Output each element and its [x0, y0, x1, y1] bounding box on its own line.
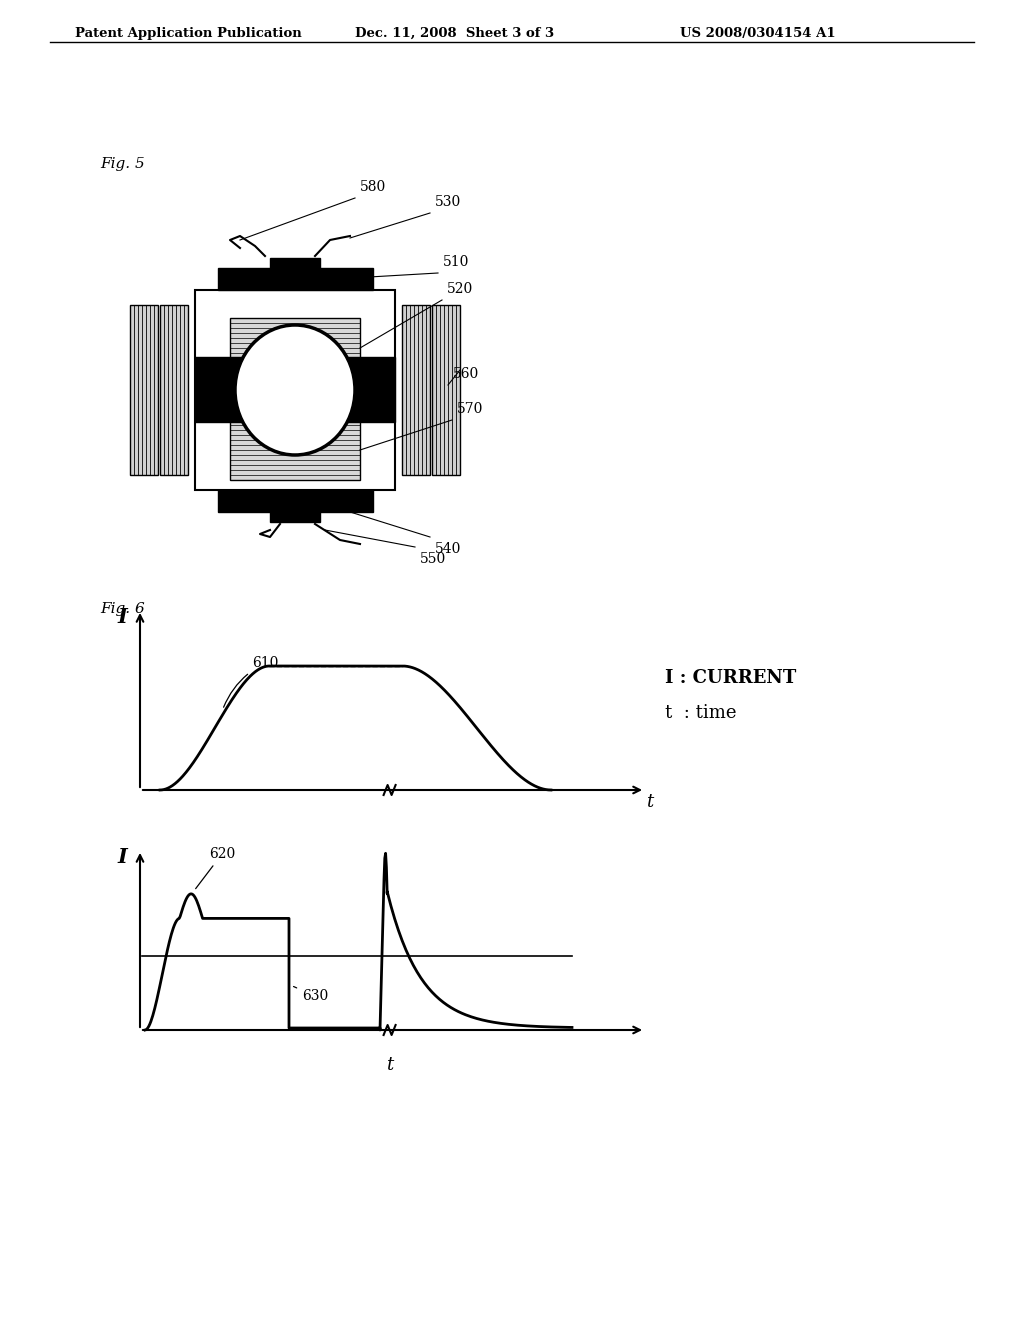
Text: I: I — [117, 607, 127, 627]
Text: 530: 530 — [435, 195, 461, 209]
Bar — [195, 290, 395, 490]
Text: 580: 580 — [360, 180, 386, 194]
Text: 510: 510 — [443, 255, 469, 269]
Text: US 2008/0304154 A1: US 2008/0304154 A1 — [680, 26, 836, 40]
Bar — [270, 512, 319, 521]
Text: Dec. 11, 2008  Sheet 3 of 3: Dec. 11, 2008 Sheet 3 of 3 — [355, 26, 554, 40]
Text: 620: 620 — [196, 847, 236, 888]
Bar — [230, 420, 360, 480]
Text: t  : time: t : time — [665, 704, 736, 722]
Text: t: t — [646, 793, 653, 810]
Text: 550: 550 — [420, 552, 446, 566]
Ellipse shape — [234, 325, 355, 455]
Bar — [270, 257, 319, 268]
Bar — [230, 318, 360, 378]
Bar — [345, 356, 395, 422]
Text: 610: 610 — [223, 656, 279, 708]
Bar — [218, 268, 373, 290]
Text: 560: 560 — [453, 367, 479, 381]
Bar — [195, 356, 245, 422]
Text: 520: 520 — [447, 282, 473, 296]
Bar — [218, 490, 373, 512]
Text: 570: 570 — [457, 403, 483, 416]
Text: I : CURRENT: I : CURRENT — [665, 669, 797, 688]
Text: t: t — [386, 1056, 393, 1074]
Text: 540: 540 — [435, 543, 462, 556]
Text: 630: 630 — [294, 986, 329, 1003]
Bar — [432, 305, 460, 475]
Text: Fig. 6: Fig. 6 — [100, 602, 144, 616]
Text: Fig. 5: Fig. 5 — [100, 157, 144, 172]
Bar — [402, 305, 430, 475]
Text: I: I — [117, 847, 127, 867]
Bar — [160, 305, 188, 475]
Bar — [130, 305, 158, 475]
Text: Patent Application Publication: Patent Application Publication — [75, 26, 302, 40]
